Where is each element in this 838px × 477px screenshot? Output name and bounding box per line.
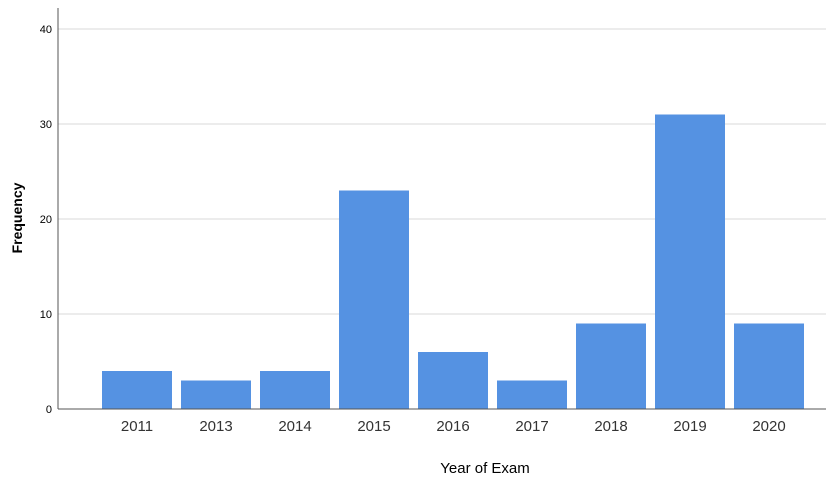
x-tick-label-2017: 2017	[515, 418, 548, 435]
x-tick-label-2016: 2016	[436, 418, 469, 435]
y-tick-label-10: 10	[40, 309, 52, 321]
bar-2017	[497, 380, 567, 409]
y-axis-title: Frequency	[9, 182, 25, 253]
y-axis-ticks: 0 10 20 30 40	[40, 24, 52, 416]
bar-2020	[734, 323, 804, 409]
x-axis-title: Year of Exam	[440, 460, 530, 477]
bars	[102, 114, 804, 409]
x-axis-ticks: 2011 2013 2014 2015 2016 2017 2018 2019 2020	[121, 418, 786, 435]
bar-2014	[260, 371, 330, 409]
y-tick-label-20: 20	[40, 214, 52, 226]
x-tick-label-2018: 2018	[594, 418, 627, 435]
bar-2015	[339, 190, 409, 409]
x-tick-label-2013: 2013	[199, 418, 232, 435]
bar-2011	[102, 371, 172, 409]
x-tick-label-2015: 2015	[357, 418, 390, 435]
y-tick-label-40: 40	[40, 24, 52, 36]
y-tick-label-30: 30	[40, 119, 52, 131]
y-tick-label-0: 0	[46, 404, 52, 416]
x-tick-label-2014: 2014	[278, 418, 311, 435]
bar-2016	[418, 352, 488, 409]
bar-2018	[576, 323, 646, 409]
bar-2013	[181, 380, 251, 409]
x-tick-label-2011: 2011	[121, 418, 153, 435]
x-tick-label-2019: 2019	[673, 418, 706, 435]
bar-2019	[655, 114, 725, 409]
x-tick-label-2020: 2020	[752, 418, 785, 435]
